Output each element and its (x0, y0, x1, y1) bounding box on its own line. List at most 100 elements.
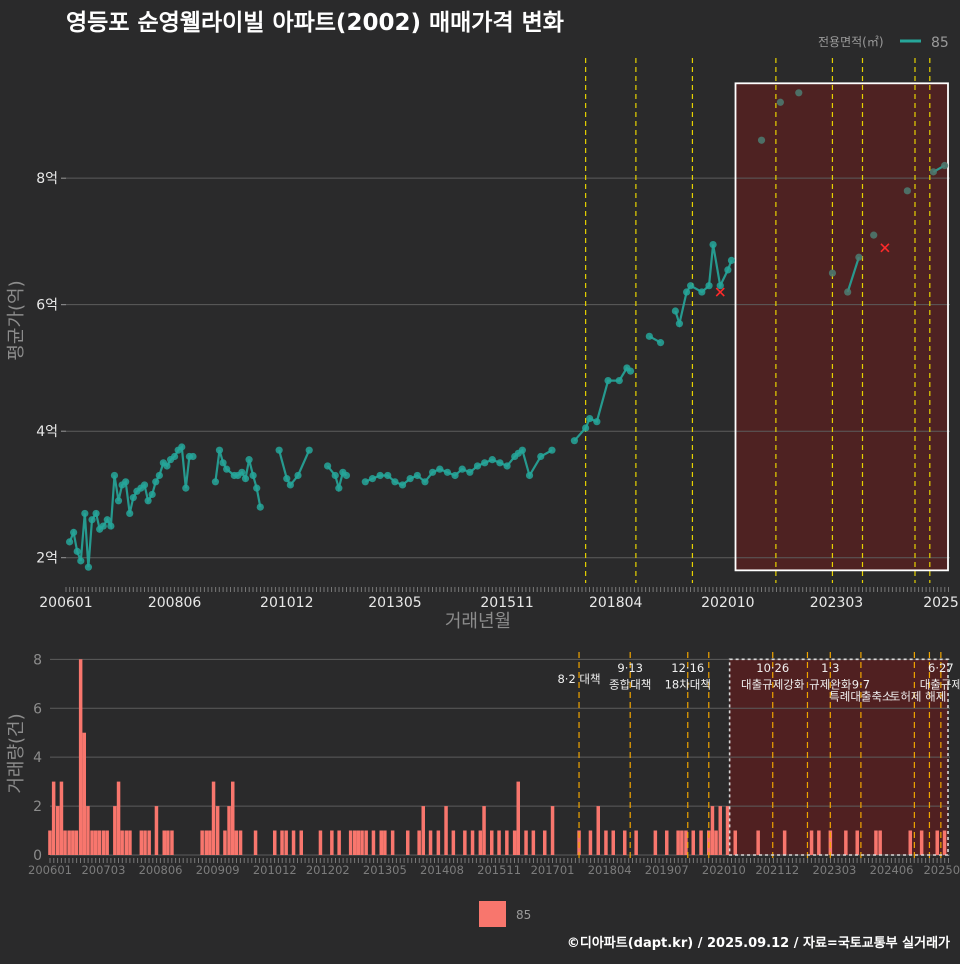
price-point (324, 462, 332, 470)
price-point (795, 89, 803, 97)
price-point (727, 256, 736, 265)
price-point (870, 231, 878, 239)
volume-x-tick-label: 201408 (420, 863, 464, 877)
policy-label: 종합대책 (609, 678, 651, 692)
volume-bar (82, 732, 86, 855)
volume-x-tick-label: 200703 (81, 863, 125, 877)
volume-x-tick-label: 202303 (812, 863, 856, 877)
volume-bar (253, 830, 258, 855)
price-point (586, 414, 594, 423)
x-tick-label: 201511 (480, 595, 533, 611)
volume-bar (67, 830, 71, 855)
volume-bar (482, 806, 486, 855)
volume-bar (93, 830, 98, 855)
price-point (140, 481, 149, 489)
price-point (604, 376, 612, 385)
price-point (241, 475, 250, 483)
volume-bar (623, 830, 627, 855)
price-point (671, 307, 679, 315)
price-point (65, 538, 74, 546)
price-point (148, 490, 156, 499)
price-point (256, 503, 264, 511)
price-point (331, 471, 339, 480)
volume-bar (231, 781, 235, 855)
volume-bar (497, 830, 501, 855)
volume-bar (718, 806, 722, 855)
volume-x-tick-label: 201202 (306, 863, 350, 877)
volume-highlight-border (728, 658, 949, 856)
volume-bar (874, 830, 878, 855)
x-tick-label: 201804 (589, 595, 643, 611)
price-point (929, 168, 937, 176)
policy-label: 10·26 (756, 661, 789, 675)
price-point (406, 475, 414, 483)
price-point (152, 478, 160, 486)
volume-bar (128, 830, 132, 855)
volume-bar (208, 830, 212, 855)
price-point (219, 459, 227, 467)
volume-bar (356, 830, 361, 855)
price-point (305, 446, 313, 454)
volume-bar (733, 830, 737, 855)
volume-bar (223, 830, 227, 855)
price-point (903, 187, 911, 195)
price-point (182, 484, 190, 492)
volume-bar (318, 830, 323, 855)
price-point (413, 471, 421, 480)
red-x-marker (715, 287, 725, 297)
price-point (99, 522, 107, 530)
price-point (537, 452, 545, 461)
price-point (275, 446, 283, 454)
price-point (570, 437, 579, 445)
volume-bar (166, 830, 170, 855)
price-point (525, 471, 534, 480)
volume-bar (505, 830, 509, 855)
price-point (481, 459, 489, 467)
volume-bar (97, 830, 102, 855)
volume-bar (725, 806, 730, 855)
volume-bar (364, 830, 368, 855)
price-point (496, 459, 504, 467)
policy-label: 18차대책 (665, 678, 711, 692)
y-axis-title: 평균가(억) (6, 280, 27, 360)
x-tick-label: 2025 (923, 595, 959, 611)
price-point (342, 471, 351, 480)
volume-bar (280, 830, 284, 855)
volume-bar (48, 830, 52, 855)
price-point (114, 497, 123, 505)
policy-label: 대출규제 (920, 678, 960, 692)
volume-bar (756, 830, 760, 855)
volume-bar (86, 806, 90, 855)
volume-bar (113, 806, 117, 855)
volume-bar (71, 830, 75, 855)
volume-bar (170, 830, 174, 855)
volume-bar (154, 806, 159, 855)
volume-bar (588, 830, 593, 855)
price-point (238, 468, 246, 476)
volume-bar (935, 830, 939, 855)
price-point (245, 456, 253, 464)
price-point (376, 471, 384, 480)
volume-bar (478, 830, 483, 855)
price-point (705, 282, 713, 290)
price-point (844, 288, 852, 296)
volume-x-tick-label: 200806 (139, 863, 183, 877)
volume-bar (51, 781, 56, 855)
volume-bar (436, 830, 441, 855)
price-point (698, 288, 706, 296)
price-point (776, 98, 784, 106)
price-point (170, 452, 179, 461)
price-point (253, 484, 261, 492)
price-point (384, 471, 392, 480)
volume-bar (516, 781, 520, 855)
volume-x-tick-label: 202112 (755, 863, 799, 877)
volume-bar (543, 830, 547, 855)
volume-y-axis-title: 거래량(건) (6, 713, 27, 793)
volume-bar (379, 830, 383, 855)
price-point (473, 462, 482, 470)
price-point (503, 462, 511, 470)
volume-bar (676, 830, 680, 855)
price-point (361, 478, 369, 486)
price-point (223, 465, 231, 473)
